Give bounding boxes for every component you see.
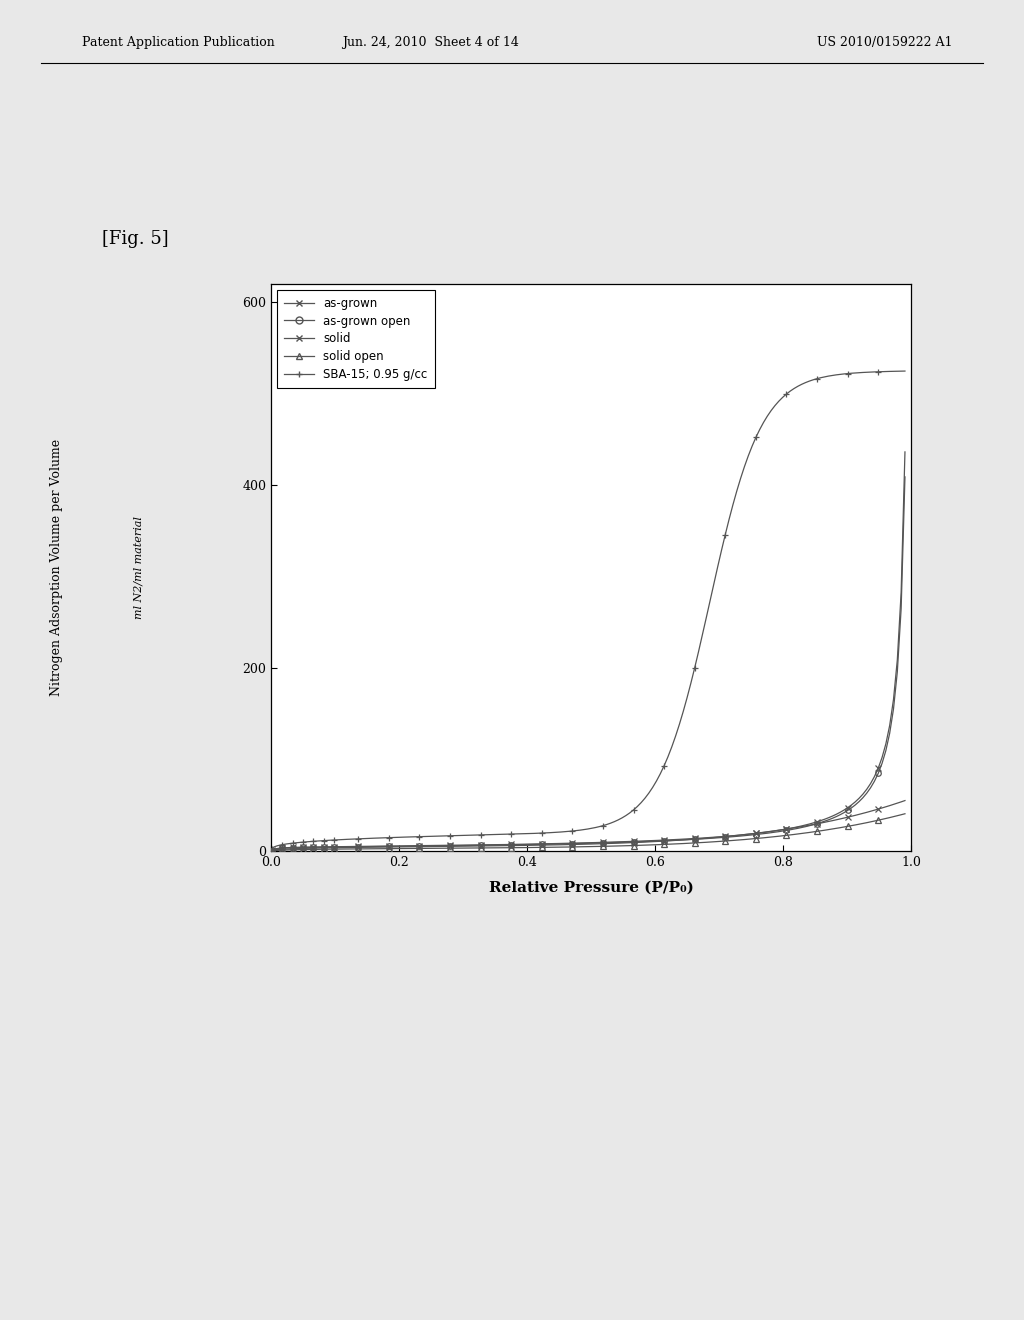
Text: Patent Application Publication: Patent Application Publication — [82, 36, 274, 49]
Text: Nitrogen Adsorption Volume per Volume: Nitrogen Adsorption Volume per Volume — [50, 440, 62, 696]
Text: ml N2/ml material: ml N2/ml material — [133, 516, 143, 619]
Text: [Fig. 5]: [Fig. 5] — [102, 230, 169, 248]
X-axis label: Relative Pressure (P/P₀): Relative Pressure (P/P₀) — [488, 880, 694, 895]
Legend: as-grown, as-grown open, solid, solid open, SBA-15; 0.95 g/cc: as-grown, as-grown open, solid, solid op… — [278, 289, 434, 388]
Text: Jun. 24, 2010  Sheet 4 of 14: Jun. 24, 2010 Sheet 4 of 14 — [342, 36, 518, 49]
Text: US 2010/0159222 A1: US 2010/0159222 A1 — [817, 36, 952, 49]
